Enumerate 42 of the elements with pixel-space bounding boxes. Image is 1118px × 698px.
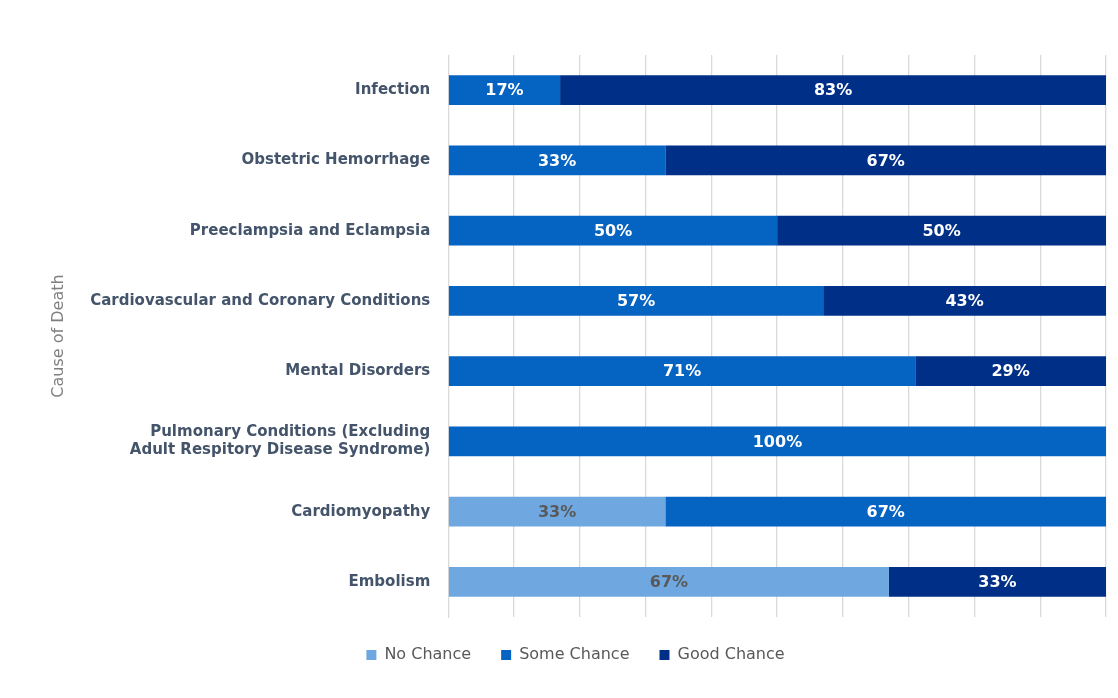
bar (560, 75, 1106, 105)
bar (823, 286, 1106, 316)
y-tick-label: Preeclampsia and Eclampsia (189, 220, 431, 239)
bar (448, 145, 666, 176)
data-label: 57% (616, 291, 656, 311)
data-label: 33% (537, 501, 577, 521)
data-label: 50% (593, 220, 633, 240)
legend-label: Some Chance (519, 644, 630, 664)
data-label: 29% (991, 361, 1030, 381)
bar (665, 145, 1106, 176)
y-axis-title: Cause of Death (47, 274, 67, 398)
bar (448, 567, 889, 597)
bar (448, 215, 778, 246)
legend-label: Good Chance (677, 644, 785, 664)
bar (665, 496, 1106, 527)
y-tick-label: Mental Disorders (285, 361, 431, 380)
bar (915, 356, 1106, 386)
y-tick-label: Embolism (348, 571, 431, 590)
bar (448, 356, 916, 386)
bar (448, 75, 561, 105)
data-label: 67% (866, 501, 905, 521)
y-tick-label: Cardiomyopathy (291, 501, 431, 520)
data-label: 100% (752, 431, 803, 451)
y-tick-label: Infection (355, 80, 431, 99)
data-label: 50% (922, 220, 961, 240)
bar (888, 567, 1106, 597)
bar (448, 426, 1106, 457)
bar (448, 496, 666, 527)
data-label: 67% (866, 150, 905, 170)
data-label: 83% (813, 80, 853, 100)
y-tick-label: Obstetric Hemorrhage (241, 150, 431, 169)
bar (448, 286, 824, 316)
y-tick-label: Cardiovascular and Coronary Conditions (90, 290, 431, 309)
legend-label: No Chance (384, 644, 472, 664)
data-label: 67% (649, 572, 689, 592)
data-label: 33% (978, 572, 1017, 592)
data-label: 43% (945, 291, 984, 311)
y-tick-label: Pulmonary Conditions (Excluding Adult Respitory Disease Syndrome) (129, 422, 431, 459)
data-label: 17% (485, 80, 524, 100)
data-label: 71% (662, 361, 702, 381)
bar (777, 215, 1106, 246)
data-label: 33% (537, 150, 577, 170)
